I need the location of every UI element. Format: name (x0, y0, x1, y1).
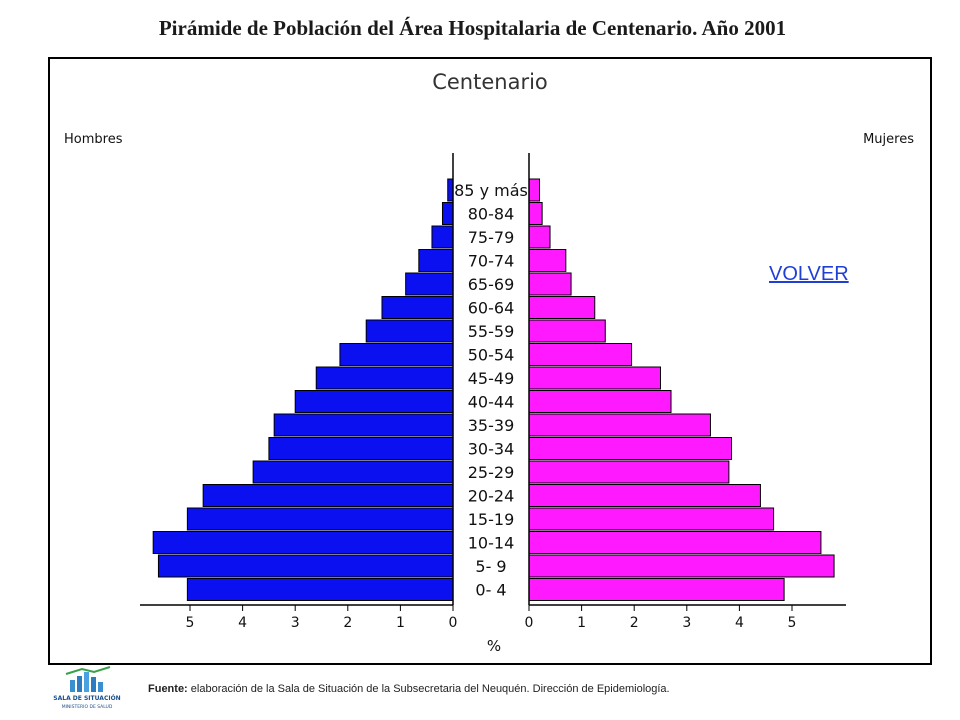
age-label-13: 20-24 (468, 487, 515, 506)
age-label-0: 85 y más (454, 181, 528, 200)
bar-mujeres-8 (528, 366, 661, 390)
age-label-16: 5- 9 (475, 557, 506, 576)
bar-hombres-8 (315, 366, 454, 390)
footer-text: elaboración de la Sala de Situación de l… (190, 683, 670, 695)
tick-label-right-4: 4 (735, 615, 744, 631)
bar-hombres-14 (186, 507, 454, 531)
age-label-6: 55-59 (468, 322, 515, 341)
bar-hombres-11 (268, 437, 454, 460)
bar-mujeres-10 (528, 413, 711, 437)
axes-group: 5 4 3 2 1 0 0 1 2 3 4 5 (140, 153, 846, 631)
tick-label-left-2: 2 (343, 615, 352, 631)
footer-source-note: Fuente: elaboración de la Sala de Situac… (148, 683, 670, 695)
tick-label-right-1: 1 (577, 615, 586, 631)
bar-hombres-10 (273, 413, 454, 437)
age-label-2: 75-79 (468, 228, 515, 247)
bar-mujeres-13 (528, 484, 761, 507)
tick-label-right-0: 0 (525, 615, 534, 631)
bar-mujeres-1 (528, 202, 543, 225)
bar-hombres-2 (431, 225, 454, 249)
bar-hombres-7 (339, 343, 454, 366)
age-label-8: 45-49 (468, 369, 515, 388)
bar-hombres-3 (418, 249, 454, 272)
hombres-label: Hombres (64, 132, 123, 147)
tick-label-right-5: 5 (788, 615, 797, 631)
svg-text:MINISTERIO DE SALUD: MINISTERIO DE SALUD (62, 704, 113, 710)
age-label-9: 40-44 (468, 393, 515, 412)
bar-hombres-4 (405, 272, 454, 296)
bar-mujeres-12 (528, 460, 730, 484)
bar-mujeres-9 (528, 390, 672, 413)
bar-hombres-0 (447, 178, 454, 202)
age-label-1: 80-84 (468, 205, 515, 224)
age-label-14: 15-19 (468, 510, 515, 529)
bar-mujeres-16 (528, 554, 835, 578)
bar-hombres-5 (381, 296, 454, 319)
age-label-4: 65-69 (468, 275, 515, 294)
age-label-12: 25-29 (468, 463, 515, 482)
age-label-7: 50-54 (468, 346, 515, 365)
bar-hombres-9 (294, 390, 454, 413)
bar-mujeres-7 (528, 343, 633, 366)
bar-mujeres-6 (528, 319, 606, 343)
mujeres-label: Mujeres (863, 132, 914, 147)
chart-title: Centenario (432, 70, 548, 94)
bar-hombres-1 (441, 202, 454, 225)
age-group-labels: 85 y más 80-84 75-79 70-74 65-69 60-64 55-59 50… (454, 181, 528, 600)
tick-label-left-3: 3 (291, 615, 300, 631)
bar-mujeres-17 (528, 578, 785, 601)
bar-mujeres-4 (528, 272, 572, 296)
bar-mujeres-14 (528, 507, 775, 531)
tick-label-left-0: 0 (449, 615, 458, 631)
x-axis-label: % (487, 637, 501, 655)
bar-mujeres-2 (528, 225, 551, 249)
age-label-15: 10-14 (468, 534, 515, 553)
tick-label-right-2: 2 (630, 615, 639, 631)
svg-text:SALA DE SITUACIÓN: SALA DE SITUACIÓN (53, 695, 120, 702)
bar-hombres-6 (365, 319, 454, 343)
bar-hombres-15 (152, 531, 454, 554)
bar-mujeres-0 (528, 178, 541, 202)
age-label-5: 60-64 (468, 299, 515, 318)
age-label-11: 30-34 (468, 440, 515, 459)
age-label-10: 35-39 (468, 416, 515, 435)
tick-label-left-1: 1 (396, 615, 405, 631)
bar-mujeres-3 (528, 249, 567, 272)
sala-de-situacion-logo: SALA DE SITUACIÓN MINISTERIO DE SALUD (53, 666, 121, 710)
bar-mujeres-5 (528, 296, 596, 319)
tick-label-left-5: 5 (186, 615, 195, 631)
bar-hombres-16 (157, 554, 454, 578)
age-label-3: 70-74 (468, 252, 515, 271)
tick-label-left-4: 4 (238, 615, 247, 631)
bar-hombres-17 (186, 578, 454, 601)
footer-label: Fuente: (148, 683, 188, 695)
bar-hombres-12 (252, 460, 454, 484)
age-label-17: 0- 4 (475, 581, 506, 600)
volver-link[interactable]: VOLVER (769, 263, 849, 285)
bar-mujeres-15 (528, 531, 822, 554)
bar-mujeres-11 (528, 437, 733, 460)
tick-label-right-3: 3 (682, 615, 691, 631)
bar-hombres-13 (202, 484, 454, 507)
bars-group (152, 178, 835, 601)
page-title: Pirámide de Población del Área Hospitala… (158, 16, 787, 40)
